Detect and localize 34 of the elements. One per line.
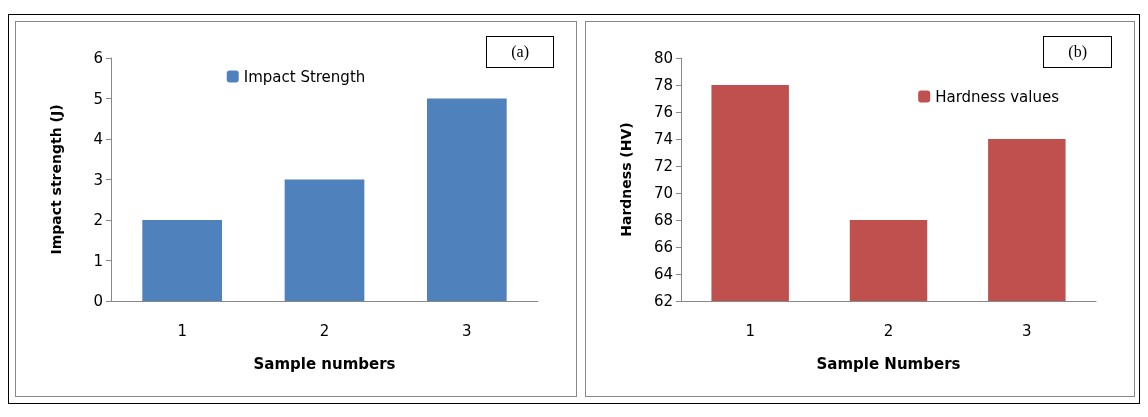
annotation: (b) bbox=[1043, 36, 1112, 68]
legend-label: Hardness values bbox=[935, 87, 1060, 106]
x-tick-label: 1 bbox=[177, 321, 187, 340]
y-tick-label: 4 bbox=[93, 130, 103, 148]
y-tick-label: 64 bbox=[653, 265, 673, 283]
x-tick-label: 1 bbox=[745, 321, 755, 340]
y-tick-label: 5 bbox=[93, 89, 103, 108]
x-tick-label: 2 bbox=[883, 321, 894, 340]
y-tick-label: 76 bbox=[653, 103, 673, 121]
y-tick-label: 62 bbox=[653, 292, 673, 310]
x-axis-title: Sample Numbers bbox=[816, 354, 961, 373]
y-tick-label: 78 bbox=[653, 76, 673, 94]
y-tick-label: 72 bbox=[653, 157, 673, 175]
y-tick-label: 0 bbox=[93, 292, 103, 310]
legend-label: Impact Strength bbox=[243, 67, 366, 86]
y-tick-label: 74 bbox=[653, 130, 673, 148]
y-tick-label: 3 bbox=[93, 170, 103, 189]
x-tick-label: 3 bbox=[1022, 321, 1032, 340]
bar bbox=[284, 179, 365, 301]
y-tick-label: 6 bbox=[93, 49, 103, 67]
annotation: (a) bbox=[486, 36, 554, 68]
bar bbox=[426, 98, 507, 301]
y-axis-title: Impact strength (J) bbox=[48, 104, 64, 255]
y-tick-label: 66 bbox=[653, 238, 673, 256]
y-tick-label: 70 bbox=[653, 184, 673, 202]
y-tick-label: 2 bbox=[93, 211, 103, 229]
y-tick-label: 1 bbox=[93, 251, 103, 270]
x-tick-label: 3 bbox=[462, 321, 472, 340]
y-tick-label: 68 bbox=[653, 211, 673, 229]
x-axis-title: Sample numbers bbox=[253, 354, 396, 373]
y-tick-label: 80 bbox=[653, 49, 673, 67]
bar bbox=[142, 220, 223, 301]
x-tick-label: 2 bbox=[319, 321, 330, 340]
y-axis-title: Hardness (HV) bbox=[618, 122, 634, 237]
